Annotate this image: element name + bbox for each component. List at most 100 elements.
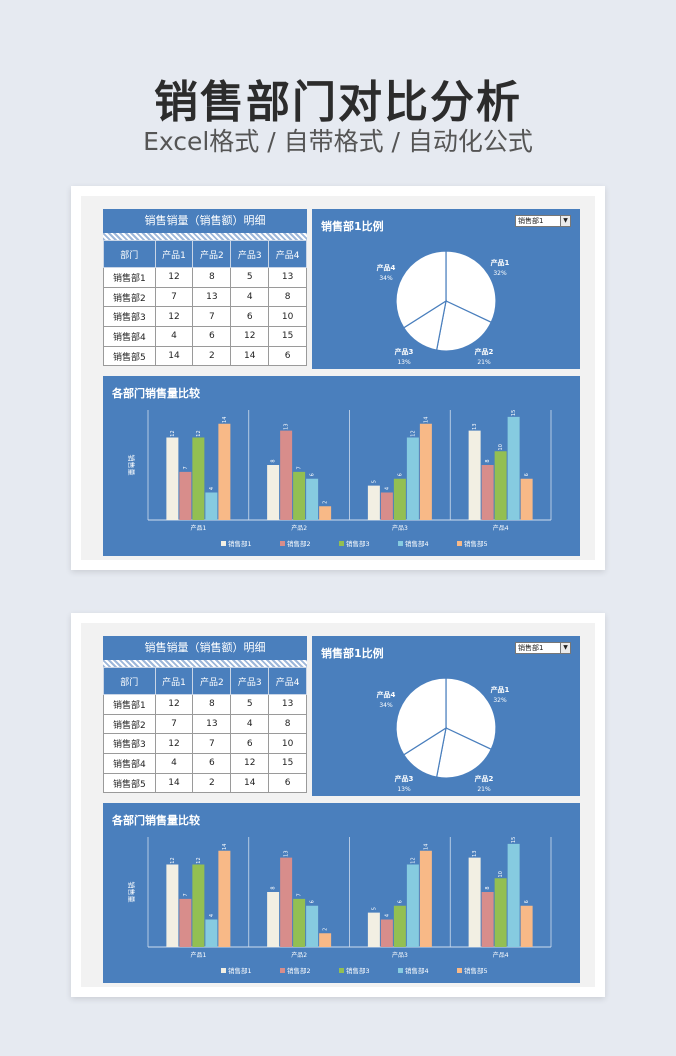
- bar-chart: 销售量 12 7 12 4 14 产品1 8 13 7 6 2 产品2 5 4 6 12 14 产品3 13 8 10 15…: [127, 837, 552, 975]
- bar: [393, 478, 406, 520]
- dashboard-sheet: 销售销量（销售额）明细 部门 产品1 产品2 产品3 产品4 销售部1 12 8 5 13 销售部…: [81, 623, 595, 987]
- y-axis-label: 销售量: [127, 882, 136, 903]
- pie-slice-pct: 32%: [493, 697, 507, 704]
- bar: [280, 857, 293, 947]
- table-cell: 14: [230, 772, 270, 794]
- bar-value-label: 4: [209, 487, 215, 490]
- chevron-down-icon[interactable]: ▼: [560, 216, 570, 226]
- pie-chart: 产品1 32% 产品2 21% 产品3 13% 产品4 34%: [377, 677, 510, 793]
- bar: [293, 471, 306, 520]
- bar-value-label: 8: [271, 459, 277, 462]
- pie-slice-label: 产品1: [491, 685, 510, 694]
- table-cell: 销售部1: [103, 267, 156, 288]
- bar-value-label: 8: [485, 459, 491, 462]
- table-row: 销售部2 7 13 4 8: [103, 286, 307, 308]
- bar-value-label: 13: [284, 850, 290, 856]
- table-cell: 5: [230, 267, 270, 288]
- legend-swatch: [339, 541, 344, 546]
- pie-slice-label: 产品4: [377, 263, 396, 272]
- table-title-stripe: [103, 660, 307, 667]
- chevron-down-icon[interactable]: ▼: [560, 643, 570, 653]
- bar: [419, 423, 432, 520]
- bar: [306, 905, 319, 947]
- x-tick-label: 产品4: [493, 524, 509, 532]
- legend-label: 销售部5: [464, 966, 488, 975]
- table-cell: 15: [268, 753, 307, 774]
- bar-value-label: 6: [524, 473, 530, 476]
- legend-label: 销售部4: [405, 966, 429, 975]
- bar-value-label: 6: [310, 900, 316, 903]
- bar-value-label: 13: [472, 850, 478, 856]
- bar-value-label: 13: [284, 423, 290, 429]
- x-tick-label: 产品1: [190, 524, 206, 532]
- bar: [306, 478, 319, 520]
- table-cell: 4: [154, 753, 194, 774]
- page-title: 销售部门对比分析: [154, 77, 522, 128]
- legend-label: 销售部1: [228, 539, 252, 548]
- pie-slice: [445, 677, 497, 751]
- bar-value-label: 10: [498, 871, 504, 877]
- bar: [494, 878, 507, 947]
- x-tick-label: 产品3: [392, 524, 408, 532]
- pie-chart-title: 销售部1比例: [321, 220, 384, 233]
- bar-value-label: 12: [410, 430, 416, 436]
- bar: [468, 430, 481, 520]
- table-row: 销售部1 12 8 5 13: [103, 694, 307, 715]
- table-row: 销售部4 4 6 12 15: [103, 753, 307, 774]
- bar-value-label: 12: [196, 857, 202, 863]
- table-cell: 14: [154, 772, 194, 794]
- table-row: 销售部1 12 8 5 13: [103, 267, 307, 288]
- table-header-row: 部门 产品1 产品2 产品3 产品4: [103, 667, 307, 695]
- bar: [218, 850, 231, 947]
- table-row: 销售部3 12 7 6 10: [103, 733, 307, 755]
- table-cell: 13: [192, 713, 232, 735]
- pie-chart-title: 销售部1比例: [321, 647, 384, 660]
- table-row: 销售部5 14 2 14 6: [103, 345, 307, 367]
- pie-chart-panel: 销售部1比例 销售部1 ▼ 产品1 32% 产品2 21% 产品3 13% 产品4 34%: [312, 209, 580, 369]
- pie-slice: [395, 250, 447, 329]
- legend-swatch: [457, 541, 462, 546]
- bar: [280, 430, 293, 520]
- department-select[interactable]: 销售部1 ▼: [515, 215, 571, 227]
- bar: [507, 843, 520, 947]
- table-title: 销售销量（销售额）明细: [103, 209, 307, 233]
- table-header-cell: 产品3: [230, 240, 270, 268]
- table-header-cell: 产品4: [268, 240, 307, 268]
- table-cell: 8: [268, 713, 307, 735]
- pie-slice-pct: 21%: [477, 786, 491, 793]
- bar-value-label: 15: [511, 837, 517, 843]
- table-body: 销售部1 12 8 5 13 销售部2 7 13 4 8 销售部3 12 7 6 10 销售部4 4 6 12 15 销…: [103, 267, 307, 367]
- pie-slice-label: 产品3: [395, 774, 414, 783]
- table-cell: 12: [154, 733, 194, 755]
- bar: [481, 892, 494, 947]
- table-cell: 销售部2: [103, 286, 156, 308]
- bar-value-label: 14: [222, 844, 228, 850]
- department-select[interactable]: 销售部1 ▼: [515, 642, 571, 654]
- bar-value-label: 14: [222, 417, 228, 423]
- pie-slice-label: 产品2: [475, 774, 494, 783]
- dashboard-card: 销售销量（销售额）明细 部门 产品1 产品2 产品3 产品4 销售部1 12 8 5 13 销售部…: [71, 613, 605, 997]
- table-cell: 销售部4: [103, 326, 156, 347]
- bar-value-label: 14: [423, 417, 429, 423]
- bar-value-label: 14: [423, 844, 429, 850]
- bar-value-label: 5: [371, 480, 377, 483]
- bar-value-label: 6: [397, 900, 403, 903]
- bar: [218, 423, 231, 520]
- bar: [179, 898, 192, 947]
- bar: [205, 919, 218, 947]
- pie-slice: [435, 727, 493, 779]
- legend-label: 销售部3: [346, 539, 370, 548]
- table-cell: 销售部3: [103, 306, 156, 328]
- table-cell: 2: [192, 345, 232, 367]
- table-cell: 12: [154, 694, 194, 715]
- bar-value-label: 7: [297, 893, 303, 896]
- table-cell: 12: [154, 267, 194, 288]
- table-cell: 14: [230, 345, 270, 367]
- table-cell: 13: [192, 286, 232, 308]
- bar-value-label: 12: [170, 430, 176, 436]
- bar-value-label: 2: [323, 501, 329, 504]
- legend-swatch: [339, 968, 344, 973]
- pie-slice-pct: 34%: [379, 275, 393, 282]
- bar: [319, 933, 332, 947]
- bar-value-label: 13: [472, 423, 478, 429]
